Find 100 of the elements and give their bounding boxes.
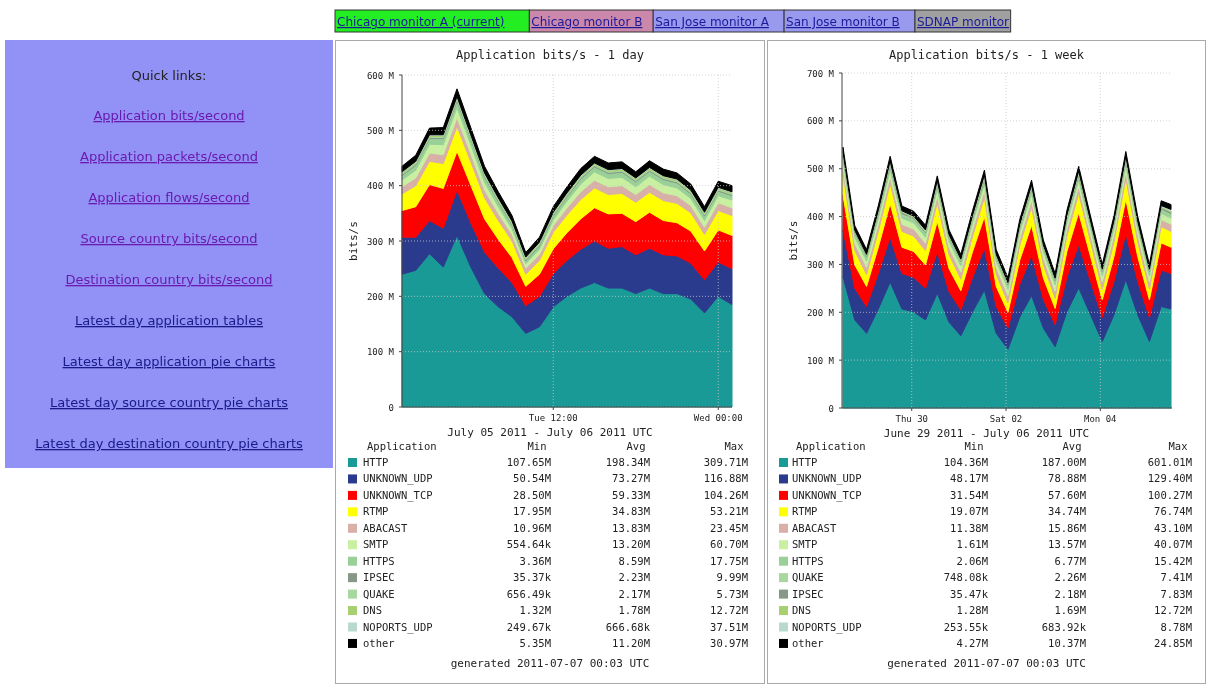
text: 683.92k — [1041, 620, 1087, 633]
text: 8.59M — [618, 554, 650, 567]
text: Min — [527, 439, 547, 452]
text: 7.41M — [1160, 571, 1192, 584]
text: 4.27M — [956, 636, 988, 649]
text: Max — [1168, 439, 1188, 452]
text: 100.27M — [1147, 488, 1192, 501]
text: 10.37M — [1048, 636, 1086, 649]
text: 60.70M — [710, 538, 748, 551]
y-tick-label: 600 M — [366, 70, 395, 81]
text: 107.65M — [506, 456, 551, 468]
text: Application flows/second — [88, 190, 250, 205]
text: 6.77M — [1054, 554, 1086, 567]
y-tick-label: 200 M — [806, 307, 835, 318]
text: Latest day destination country pie charts — [35, 436, 304, 451]
x-axis-title: June 29 2011 - July 06 2011 UTC — [883, 427, 1090, 440]
legend-label: DNS — [792, 604, 811, 617]
text: 50.54M — [513, 472, 551, 485]
y-tick-label: 100 M — [806, 355, 835, 366]
y-tick-label: 700 M — [806, 68, 835, 79]
text: Max — [724, 439, 744, 452]
legend-label: IPSEC — [792, 587, 824, 600]
text: Latest day application tables — [75, 313, 264, 328]
text: 253.55k — [943, 620, 989, 633]
legend-label: UNKNOWN_UDP — [792, 472, 862, 486]
text: 59.33M — [612, 488, 650, 501]
legend-label: QUAKE — [792, 571, 824, 584]
text: SDNAP monitor — [917, 15, 1010, 29]
text: 40.07M — [1154, 538, 1192, 551]
text: Chicago monitor B — [531, 15, 643, 29]
x-tick-label: Wed 00:00 — [693, 413, 743, 423]
legend-label: ABACAST — [363, 521, 408, 534]
text: 656.49k — [506, 587, 552, 600]
legend-label: HTTPS — [792, 554, 824, 567]
text: 104.36M — [943, 456, 988, 468]
text: 17.95M — [513, 505, 551, 518]
y-axis-title: bits/s — [787, 220, 800, 261]
text: 1.78M — [618, 604, 650, 617]
text: 2.26M — [1054, 571, 1086, 584]
text: 17.75M — [710, 554, 748, 567]
y-tick-label: 400 M — [806, 212, 835, 223]
text: 12.72M — [1154, 604, 1192, 617]
x-tick-label: Tue 12:00 — [528, 413, 578, 423]
text: 30.97M — [710, 636, 748, 649]
legend-label: ABACAST — [792, 521, 837, 534]
text: 1.32M — [519, 604, 551, 617]
text: 748.08k — [943, 571, 989, 584]
legend-label: DNS — [363, 604, 382, 617]
text: 198.34M — [605, 456, 650, 468]
text: 13.57M — [1048, 538, 1086, 551]
x-tick-label: Mon 04 — [1084, 414, 1117, 424]
text: 73.27M — [612, 472, 650, 485]
text: 11.20M — [612, 636, 650, 649]
text: 19.07M — [950, 505, 988, 518]
text: 13.20M — [612, 538, 650, 551]
legend-label: IPSEC — [363, 571, 395, 584]
text: 2.06M — [956, 554, 988, 567]
text: Quick links: — [131, 68, 207, 83]
text: 48.17M — [950, 472, 988, 485]
chart-title: Application bits/s - 1 day — [456, 48, 644, 62]
text: 5.35M — [519, 636, 551, 649]
text: 34.74M — [1048, 505, 1086, 518]
text: 601.01M — [1147, 456, 1192, 468]
text: 13.83M — [612, 521, 650, 534]
legend-label: UNKNOWN_UDP — [363, 472, 433, 486]
text: Chicago monitor A (current) — [337, 15, 505, 29]
y-tick-label: 600 M — [806, 116, 835, 127]
y-tick-label: 0 — [388, 402, 394, 413]
legend-label: NOPORTS_UDP — [792, 620, 862, 634]
y-tick-label: 0 — [828, 403, 834, 414]
text: generated 2011-07-07 00:03 UTC — [450, 657, 650, 670]
text: 1.69M — [1054, 604, 1086, 617]
text: 34.83M — [612, 505, 650, 518]
text: 57.60M — [1048, 488, 1086, 501]
legend-label: HTTPS — [363, 554, 395, 567]
legend-label: QUAKE — [363, 587, 395, 600]
text: 116.88M — [703, 472, 748, 485]
text: Latest day application pie charts — [62, 354, 276, 369]
legend-label: SMTP — [363, 538, 389, 551]
y-axis-title: bits/s — [347, 221, 360, 261]
text: 11.38M — [950, 521, 988, 534]
text: 31.54M — [950, 488, 988, 501]
text: 10.96M — [513, 521, 551, 534]
text: 9.99M — [716, 571, 748, 584]
text: 5.73M — [716, 587, 748, 600]
chart-title: Application bits/s - 1 week — [888, 48, 1085, 62]
legend-label: RTMP — [363, 505, 389, 518]
text: 53.21M — [710, 505, 748, 518]
text: 1.61M — [956, 538, 988, 551]
y-tick-label: 400 M — [366, 181, 395, 192]
text: 104.26M — [703, 488, 748, 501]
text: 78.88M — [1048, 472, 1086, 485]
legend-label: NOPORTS_UDP — [363, 620, 433, 634]
text: 2.17M — [618, 587, 650, 600]
text: 23.45M — [710, 521, 748, 534]
text: Latest day source country pie charts — [49, 395, 289, 410]
y-tick-label: 200 M — [366, 291, 395, 302]
y-tick-label: 100 M — [366, 347, 395, 358]
y-tick-label: 500 M — [806, 164, 835, 175]
source-note: Source country bits/second — [80, 231, 258, 246]
